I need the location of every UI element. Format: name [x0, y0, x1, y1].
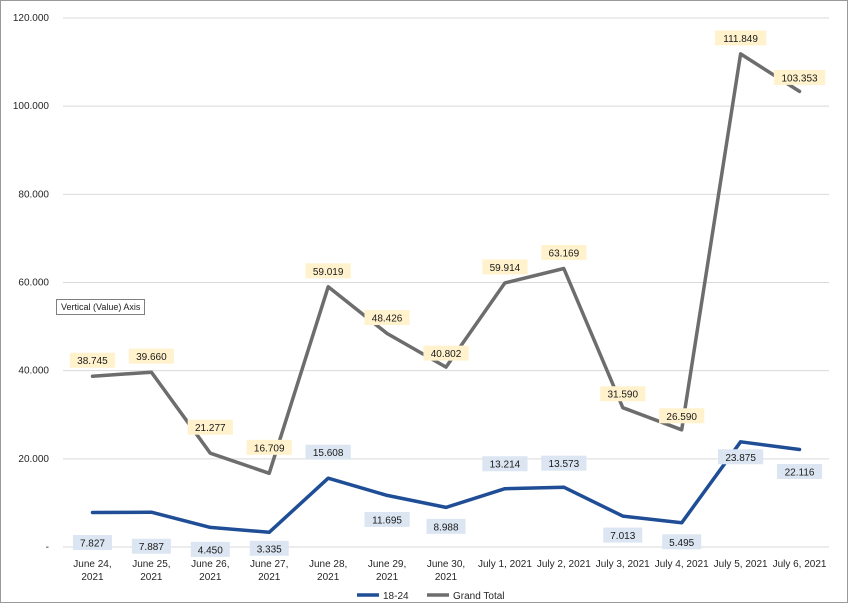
data-label: 16.709	[254, 443, 285, 454]
data-label: 3.335	[257, 544, 282, 555]
x-tick-label: July 5, 2021	[714, 559, 768, 570]
data-label-bg	[423, 345, 469, 361]
axis-tooltip: Vertical (Value) Axis	[56, 299, 146, 315]
data-label-bg	[541, 455, 587, 471]
y-tick-label: 40.000	[18, 366, 49, 377]
data-label: 21.277	[195, 423, 226, 434]
series-line-18-24[interactable]	[90, 440, 802, 535]
data-label-bg	[187, 419, 233, 435]
x-tick-label: June 25, 2021	[132, 559, 170, 583]
data-label: 8.988	[433, 522, 458, 533]
data-label-bg	[246, 439, 292, 455]
legend-label: 18-24	[383, 591, 409, 602]
x-tick-label: June 24, 2021	[73, 559, 111, 583]
data-label-bg	[600, 386, 646, 402]
data-label: 38.745	[77, 356, 108, 367]
data-label: 103.353	[781, 73, 818, 84]
data-label-bg	[426, 518, 466, 534]
x-tick-label: June 27, 2021	[250, 559, 288, 583]
series-line-grand-total[interactable]	[90, 52, 802, 476]
y-tick-label: 20.000	[18, 454, 49, 465]
data-label-bg	[364, 511, 410, 527]
x-tick-label: July 3, 2021	[596, 559, 650, 570]
data-label: 26.590	[666, 412, 697, 423]
data-label: 15.608	[313, 448, 344, 459]
data-label: 7.827	[80, 538, 105, 549]
data-label: 39.660	[136, 352, 167, 363]
data-label: 48.426	[372, 314, 403, 325]
data-label-bg	[190, 541, 230, 557]
y-tick-label: 120.000	[13, 13, 50, 24]
data-label: 7.887	[139, 542, 164, 553]
x-tick-label: July 6, 2021	[773, 559, 827, 570]
y-axis-tick-labels: - 20.000 40.000 60.000 80.000 100.000 120.000	[13, 13, 50, 553]
data-label: 31.590	[607, 390, 638, 401]
x-tick-label: July 4, 2021	[655, 559, 709, 570]
x-axis-tick-labels: June 24, 2021 June 25, 2021 June 26, 2021 June…	[73, 559, 827, 583]
data-label-bg	[659, 408, 705, 424]
data-label-bg	[714, 30, 767, 46]
data-label-bg	[305, 263, 351, 279]
data-label: 13.573	[549, 459, 580, 470]
data-label-bg	[131, 538, 171, 554]
data-label: 63.169	[549, 249, 580, 260]
data-label: 13.214	[490, 460, 521, 471]
data-label-bg	[482, 259, 528, 275]
data-label-bg	[72, 534, 112, 550]
y-tick-label: 100.000	[13, 101, 50, 112]
data-label-bg	[249, 540, 289, 556]
data-label-bg	[482, 456, 528, 472]
data-label-bg	[773, 69, 826, 85]
y-tick-label: 80.000	[18, 189, 49, 200]
data-label-bg	[69, 352, 116, 368]
data-label-bg	[364, 310, 410, 326]
data-label: 11.695	[372, 515, 402, 526]
data-label: 4.450	[198, 545, 223, 556]
series-lines	[90, 52, 802, 535]
data-label: 59.914	[490, 263, 521, 274]
data-label-bg	[776, 464, 823, 480]
data-label: 5.495	[669, 538, 694, 549]
x-tick-label: June 29, 2021	[368, 559, 406, 583]
data-labels: 7.827 7.887 4.450 3.335 15.608 11.695 8.988 13.…	[69, 30, 826, 557]
data-label-bg	[541, 245, 587, 261]
x-tick-label: July 1, 2021	[478, 559, 532, 570]
data-label-bg	[305, 444, 351, 460]
data-label-bg	[603, 527, 643, 543]
x-tick-label: July 2, 2021	[537, 559, 591, 570]
legend-label: Grand Total	[453, 591, 505, 602]
legend: 18-24 Grand Total	[357, 591, 505, 602]
data-label: 7.013	[610, 531, 635, 542]
data-label-bg	[662, 534, 702, 550]
data-label: 22.116	[785, 468, 815, 479]
x-tick-label: June 28, 2021	[309, 559, 347, 583]
gridlines	[63, 17, 829, 548]
data-label-bg	[718, 449, 764, 465]
x-tick-label: June 26, 2021	[191, 559, 229, 583]
data-label: 23.875	[725, 453, 756, 464]
data-label-bg	[128, 348, 174, 364]
y-tick-label: 60.000	[18, 278, 49, 289]
data-label: 59.019	[313, 267, 344, 278]
data-label: 111.849	[723, 34, 758, 45]
x-tick-label: June 30, 2021	[427, 559, 465, 583]
data-label: 40.802	[431, 349, 462, 360]
y-tick-label: -	[46, 542, 49, 553]
